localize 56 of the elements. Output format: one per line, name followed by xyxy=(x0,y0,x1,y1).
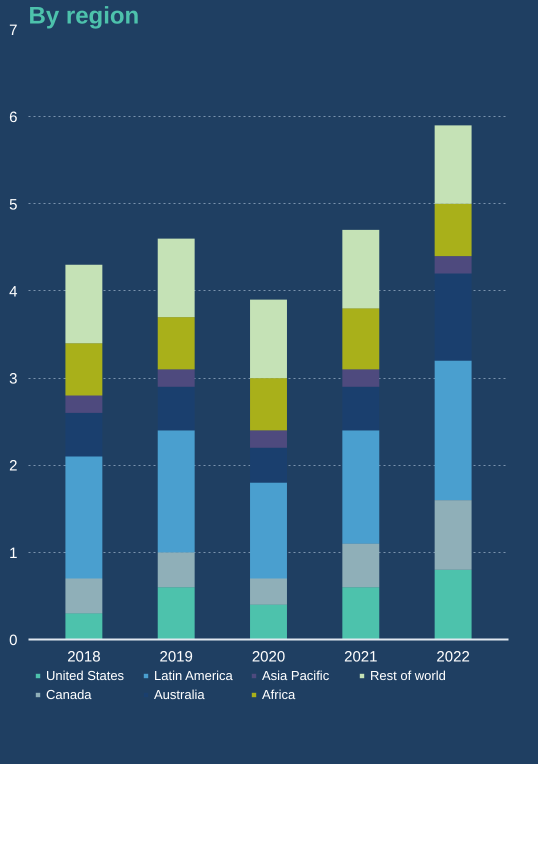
bar xyxy=(342,386,380,430)
legend-label: Rest of world xyxy=(370,668,447,683)
bar xyxy=(342,430,380,544)
bar xyxy=(65,578,102,614)
bar xyxy=(250,482,287,578)
bar xyxy=(250,378,287,430)
bar xyxy=(434,570,472,640)
bar xyxy=(250,300,287,378)
bar xyxy=(158,552,195,588)
chart-title: By region xyxy=(28,2,140,30)
bar xyxy=(434,204,472,256)
bar xyxy=(158,386,195,430)
y-tick-label: 3 xyxy=(9,370,18,388)
bar xyxy=(434,500,472,570)
bar xyxy=(250,430,287,448)
bar xyxy=(434,274,472,361)
bar xyxy=(65,396,102,413)
y-tick-label: 2 xyxy=(9,458,18,475)
x-tick-label: 2020 xyxy=(252,648,286,666)
legend-label: Latin America xyxy=(154,668,234,683)
bar xyxy=(65,343,102,396)
bar xyxy=(434,125,472,204)
legend-label: Canada xyxy=(46,687,93,702)
legend-label: Africa xyxy=(262,687,296,702)
y-tick-label: 5 xyxy=(9,196,18,214)
bar xyxy=(158,317,195,370)
x-tick-label: 2018 xyxy=(67,648,101,666)
bar xyxy=(342,587,380,640)
legend-label: United States xyxy=(46,668,126,683)
legend-label: Asia Pacific xyxy=(262,668,330,683)
bar xyxy=(342,544,380,588)
bar xyxy=(342,369,380,387)
y-tick-label: 6 xyxy=(9,109,18,126)
y-tick-label: 0 xyxy=(9,632,18,649)
bar xyxy=(250,448,287,483)
bar xyxy=(158,238,195,318)
bar xyxy=(250,604,287,640)
bar xyxy=(434,360,472,500)
x-tick-label: 2022 xyxy=(436,648,470,666)
y-tick-label: 7 xyxy=(9,22,18,39)
bar xyxy=(65,412,102,456)
bar xyxy=(434,256,472,274)
bar xyxy=(250,578,287,605)
x-tick-label: 2021 xyxy=(344,648,378,666)
bar xyxy=(158,369,195,387)
y-tick-label: 4 xyxy=(9,283,18,300)
legend-label: Australia xyxy=(154,687,206,702)
bar xyxy=(342,230,380,308)
bar xyxy=(158,430,195,552)
bar xyxy=(65,264,102,344)
bar xyxy=(342,308,380,370)
x-tick-label: 2019 xyxy=(160,648,193,666)
bar xyxy=(158,587,195,640)
bar xyxy=(65,456,102,578)
y-tick-label: 1 xyxy=(9,544,18,562)
bar xyxy=(65,613,102,640)
